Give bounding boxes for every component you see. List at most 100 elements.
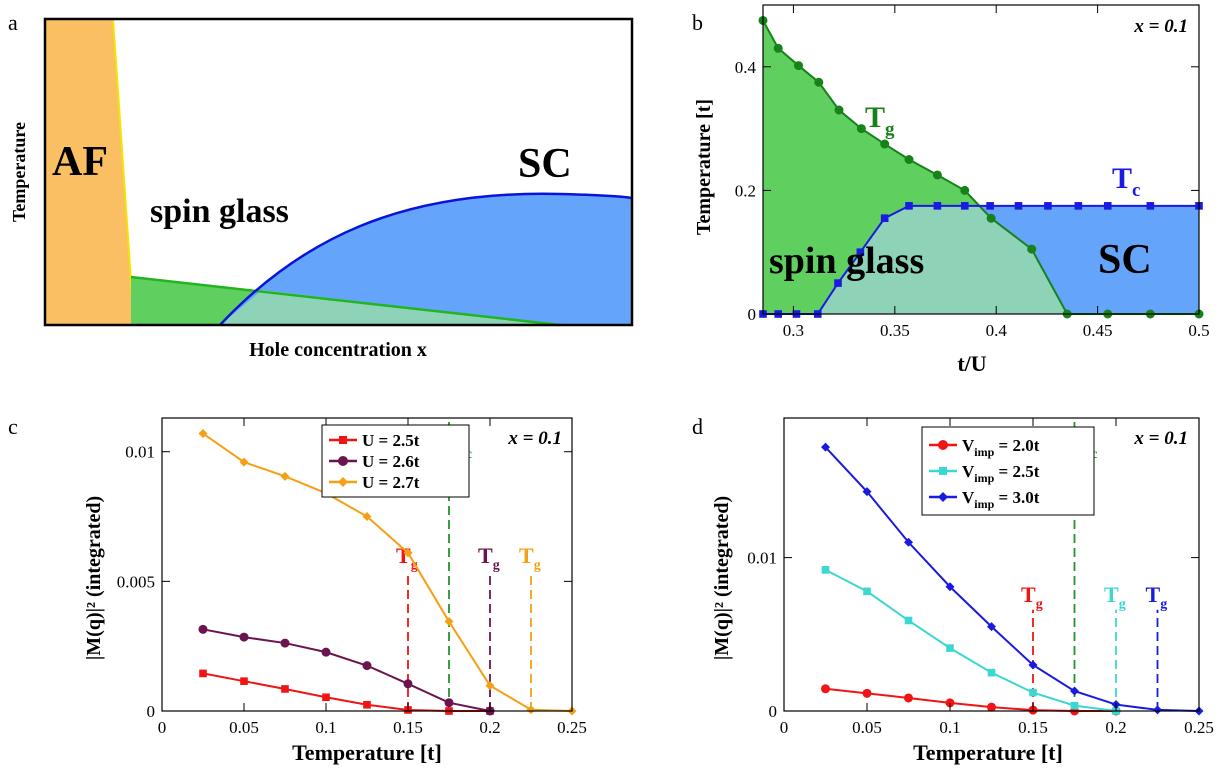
point-c-2-2 [280,471,290,481]
point-b-0-10 [986,213,996,223]
point-b-1-4 [834,279,842,287]
legend-marker-c-0 [339,436,347,444]
y-tick-label-c-2: 0.01 [125,443,155,462]
point-b-1-15 [1146,202,1155,210]
point-b-1-10 [986,202,994,210]
point-b-1-9 [960,202,969,210]
point-b-0-1 [773,43,783,53]
point-b-0-9 [960,185,970,195]
series-line-c-2 [202,432,573,712]
annotation-c: x = 0.1 [507,428,562,449]
point-b-1-13 [1074,202,1083,210]
label-tc-b: Tc [1112,162,1140,201]
x-tick-label-c-5: 0.25 [557,718,587,737]
marker-label-c-3: Tg [519,543,541,573]
point-d-0-1 [862,688,872,698]
point-b-1-8 [933,202,942,210]
point-d-2-1 [862,487,872,497]
x-axis-label-d: Temperature [t] [913,740,1063,765]
point-d-1-4 [987,668,996,677]
point-d-2-4 [987,622,996,632]
point-b-0-11 [1027,244,1037,254]
panel-label-a: a [8,10,18,35]
y-tick-label-b-2: 0.4 [735,58,757,77]
point-d-2-2 [904,537,913,547]
sc-boundary [219,192,633,326]
region-sc [220,193,632,325]
point-d-0-0 [821,684,830,694]
point-b-1-14 [1103,202,1112,210]
legend-label-c-1: U = 2.6t [362,452,420,471]
region-label-spin-glass: spin glass [150,193,289,230]
y-axis-label-d: |M(q)|² (integrated) [711,496,733,660]
point-b-1-5 [856,248,865,256]
spin-glass-boundary [130,275,561,327]
x-tick-label-c-0: 0 [158,718,167,737]
point-d-1-5 [1029,688,1037,697]
plot-frame-d [783,417,1200,712]
panel-a: a AF spin glass SC Hole concentration x … [8,10,634,361]
point-d-0-3 [945,698,955,708]
annotation-d: x = 0.1 [1133,428,1188,449]
y-axis-label-a: Temperature [9,122,29,222]
point-d-0-2 [904,693,913,703]
areas-b [763,20,1199,314]
x-tick-label-b-3: 0.45 [1083,321,1113,340]
point-d-1-3 [946,644,954,652]
x-tick-label-d-5: 0.25 [1184,718,1214,737]
x-tick-label-c-4: 0.2 [479,718,500,737]
legend-d: Vimp = 2.0t Vimp = 2.5t Vimp = 3.0t [921,426,1095,516]
point-c-0-2 [281,685,289,693]
point-b-0-4 [834,105,844,115]
legend-marker-d-2 [938,492,948,502]
legend-label-c-2: U = 2.7t [362,473,420,492]
point-c-2-6 [444,617,454,627]
af-boundary [112,18,135,326]
series-line-c-1 [202,628,491,712]
marker-label-c-2: Tg [478,543,500,573]
y-tick-label-b-0: 0 [748,305,757,324]
y-tick-label-d-0: 0 [769,702,778,721]
point-b-0-8 [932,170,942,180]
point-c-0-1 [240,677,248,685]
point-c-0-4 [363,700,371,709]
point-b-0-2 [793,61,803,71]
point-d-2-0 [821,442,830,452]
point-c-2-4 [362,512,372,522]
point-b-1-7 [905,202,913,210]
point-b-1-11 [1014,202,1023,210]
series-line-d-1 [825,568,1117,712]
point-c-2-5 [403,548,413,558]
panel-c: c TcTgTgTg00.050.10.150.20.2500.0050.01 … [8,414,587,765]
x-tick-label-d-2: 0.1 [939,718,960,737]
point-d-1-2 [904,616,913,625]
x-axis-label-c: Temperature [t] [292,740,442,765]
x-tick-label-d-1: 0.05 [852,718,882,737]
point-c-0-0 [199,669,207,678]
legend-marker-d-1 [939,467,947,475]
point-c-1-1 [239,632,249,642]
legend-label-c-0: U = 2.5t [362,431,420,450]
point-d-1-0 [821,566,830,574]
point-c-2-7 [485,681,495,691]
x-tick-label-b-2: 0.4 [986,321,1008,340]
x-tick-label-c-3: 0.15 [393,718,423,737]
point-d-1-1 [863,587,871,596]
y-tick-label-c-1: 0.005 [117,572,155,591]
panel-label-d: d [692,414,703,439]
point-c-1-3 [321,647,331,657]
y-tick-label-b-1: 0.2 [735,181,756,200]
point-d-1-6 [1070,701,1079,710]
panel-label-c: c [8,414,18,439]
point-c-0-3 [322,693,330,702]
y-axis-label-c: |M(q)|² (integrated) [83,496,105,660]
region-af [45,19,134,325]
point-d-2-8 [1153,705,1162,715]
point-c-2-8 [526,705,536,715]
legend-marker-d-0 [938,440,948,450]
region-label-spin-glass-b: spin glass [769,240,924,282]
point-c-1-2 [280,638,290,648]
point-c-1-5 [403,679,413,689]
marker-label-d-2: Tg [1104,582,1126,612]
point-b-1-12 [1044,202,1052,210]
